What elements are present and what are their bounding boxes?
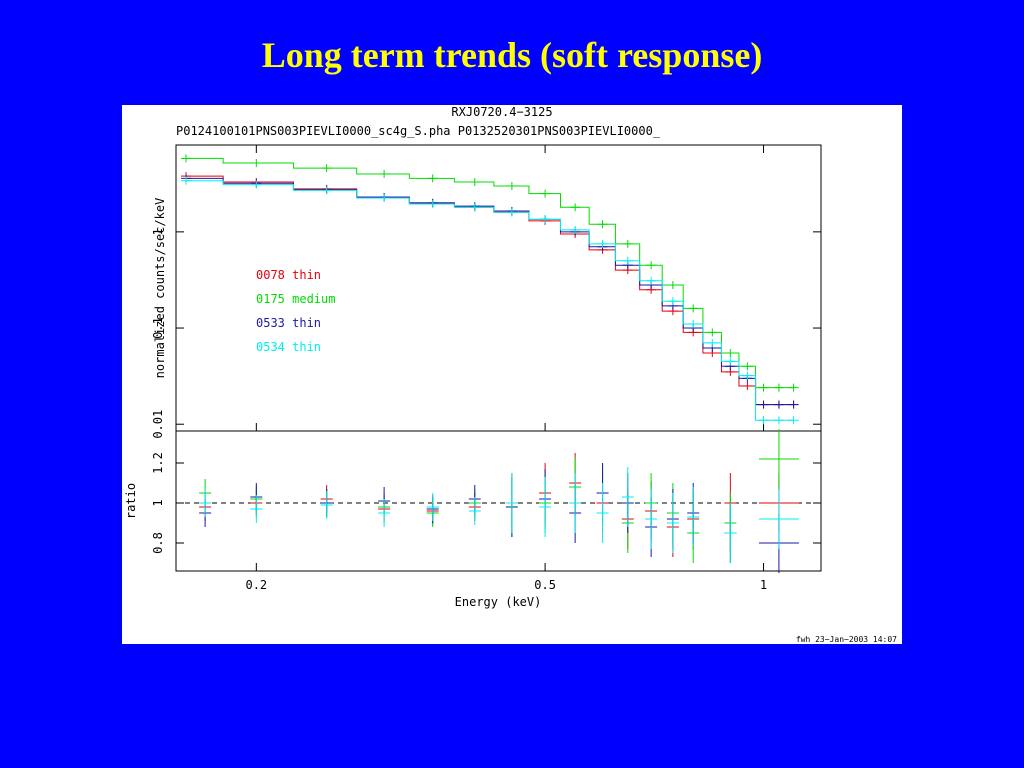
data-point-1 [725, 349, 736, 358]
legend: 0078 thin 0175 medium 0533 thin 0534 thi… [256, 268, 335, 354]
x-tick-label: 1 [760, 578, 767, 592]
legend-item-1: 0175 medium [256, 292, 335, 306]
ratio-point-3 [758, 489, 799, 549]
data-point-1 [469, 177, 480, 186]
data-point-1 [321, 164, 332, 173]
ratio-point-3 [596, 483, 609, 543]
y-tick-label-bottom: 1.2 [151, 452, 165, 474]
data-point-3 [646, 276, 657, 285]
legend-item-0: 0078 thin [256, 268, 321, 282]
data-point-3 [742, 371, 753, 380]
data-point-1 [742, 362, 753, 371]
ratio-point-3 [250, 495, 263, 523]
ratio-point-3 [724, 503, 737, 563]
ratio-point-3 [539, 477, 552, 537]
data-point-3 [758, 416, 769, 425]
data-point-3 [688, 320, 699, 329]
data-point-1 [427, 174, 438, 183]
data-point-3 [181, 176, 192, 185]
spectrum-panel-frame [175, 144, 822, 432]
data-point-3 [321, 186, 332, 195]
ratio-point-3 [426, 493, 439, 521]
data-point-1 [758, 383, 769, 392]
y-tick-label-top: 0.1 [151, 317, 165, 339]
data-point-1 [667, 281, 678, 290]
data-point-1 [570, 203, 581, 212]
data-point-2 [773, 400, 784, 409]
ratio-point-3 [468, 497, 481, 525]
data-point-3 [707, 338, 718, 347]
ratio-point-3 [569, 473, 582, 533]
y-tick-label-bottom: 1 [151, 499, 165, 506]
data-point-3 [597, 239, 608, 248]
chart-title: RXJ0720.4−3125 [451, 105, 552, 119]
data-point-1 [540, 189, 551, 198]
ratio-point-3 [666, 493, 679, 553]
ratio-point-3 [621, 467, 634, 527]
data-point-3 [540, 215, 551, 224]
data-point-0 [742, 381, 753, 390]
chart-canvas: RXJ0720.4−3125 P0124100101PNS003PIEVLI00… [124, 105, 897, 644]
data-point-1 [181, 154, 192, 163]
footer-stamp: fwh 23−Jan−2003 14:07 [796, 635, 897, 644]
y-axis-label-bottom: ratio [124, 483, 138, 519]
data-point-3 [379, 193, 390, 202]
data-point-3 [570, 225, 581, 234]
data-point-2 [758, 400, 769, 409]
data-point-1 [597, 220, 608, 229]
data-point-1 [379, 169, 390, 178]
ratio-point-3 [645, 489, 658, 549]
data-point-3 [788, 416, 799, 425]
data-point-1 [773, 383, 784, 392]
data-point-3 [773, 416, 784, 425]
y-axis-label-top: normalized counts/sec/keV [153, 198, 167, 379]
chart-subtitle: P0124100101PNS003PIEVLI0000_sc4g_S.pha P… [176, 124, 661, 138]
model-line-0 [186, 175, 794, 406]
data-point-1 [251, 158, 262, 167]
ratio-point-3 [687, 487, 700, 547]
ratio-panel-frame [175, 430, 822, 572]
data-point-2 [788, 400, 799, 409]
data-point-1 [788, 383, 799, 392]
data-point-1 [622, 239, 633, 248]
data-point-3 [469, 203, 480, 212]
ratio-panel: 0.8 1 1.2 0.2 0.5 1 ratio Energy (keV) [124, 429, 822, 609]
ratio-point-3 [320, 491, 333, 519]
legend-item-2: 0533 thin [256, 316, 321, 330]
data-point-3 [622, 256, 633, 265]
data-point-1 [688, 304, 699, 313]
x-axis-label: Energy (keV) [455, 595, 542, 609]
slide-title: Long term trends (soft response) [261, 35, 763, 75]
legend-item-3: 0534 thin [256, 340, 321, 354]
ratio-point-3 [199, 489, 212, 517]
ratio-point-3 [505, 473, 518, 533]
y-tick-label-top: 0.01 [151, 410, 165, 439]
data-point-1 [707, 328, 718, 337]
y-tick-label-bottom: 0.8 [151, 532, 165, 554]
data-point-3 [251, 180, 262, 189]
data-point-3 [725, 357, 736, 366]
data-point-3 [667, 297, 678, 306]
spectrum-panel: 0.01 0.1 1 normalized counts/sec/keV 0078 … [151, 144, 822, 439]
data-point-3 [427, 199, 438, 208]
x-tick-label: 0.5 [534, 578, 556, 592]
data-point-1 [506, 181, 517, 190]
y-tick-label-top: 1 [151, 228, 165, 235]
data-point-1 [646, 261, 657, 270]
data-point-3 [506, 208, 517, 217]
ratio-point-1 [758, 429, 799, 489]
ratio-point-3 [378, 499, 391, 527]
x-tick-label: 0.2 [245, 578, 267, 592]
spectrum-figure: RXJ0720.4−3125 P0124100101PNS003PIEVLI00… [122, 105, 902, 644]
